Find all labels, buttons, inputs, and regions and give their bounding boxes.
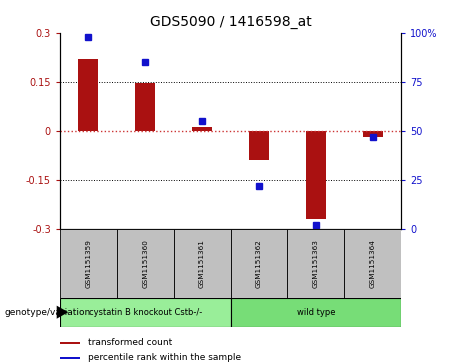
Text: GSM1151361: GSM1151361 (199, 239, 205, 287)
Bar (306, 131, 326, 219)
Bar (60, 229, 117, 298)
Text: genotype/variation: genotype/variation (5, 308, 91, 317)
Bar (117, 229, 174, 298)
Text: GSM1151359: GSM1151359 (85, 239, 91, 287)
Text: GSM1151362: GSM1151362 (256, 239, 262, 287)
Bar (287, 229, 344, 298)
Bar (174, 229, 230, 298)
Bar (363, 131, 383, 137)
Bar (135, 83, 155, 131)
Bar (78, 59, 98, 131)
Text: GSM1151364: GSM1151364 (370, 239, 376, 287)
Bar (60, 342, 80, 344)
Bar (230, 298, 401, 327)
Bar (344, 229, 401, 298)
Title: GDS5090 / 1416598_at: GDS5090 / 1416598_at (150, 15, 311, 29)
Text: GSM1151360: GSM1151360 (142, 239, 148, 287)
Text: transformed count: transformed count (88, 338, 172, 347)
Text: cystatin B knockout Cstb-/-: cystatin B knockout Cstb-/- (89, 308, 202, 317)
Bar (192, 127, 212, 131)
Text: wild type: wild type (296, 308, 335, 317)
Polygon shape (57, 306, 68, 319)
Bar (60, 357, 80, 359)
Bar (60, 298, 230, 327)
Bar (249, 131, 269, 160)
Text: percentile rank within the sample: percentile rank within the sample (88, 353, 241, 362)
Text: GSM1151363: GSM1151363 (313, 239, 319, 287)
Bar (230, 229, 287, 298)
